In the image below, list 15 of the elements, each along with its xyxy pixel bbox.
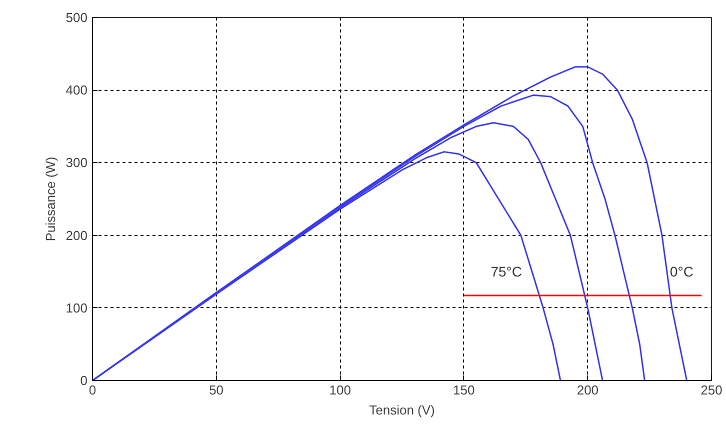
x-tick-label: 200 (576, 382, 599, 398)
y-axis-title: Puissance (W) (42, 156, 58, 242)
y-tick-label: 300 (66, 155, 88, 170)
x-axis-title: Tension (V) (369, 402, 435, 418)
x-tick-label: 100 (329, 382, 351, 398)
x-tick-label: 50 (209, 382, 224, 398)
y-tick-label: 500 (66, 10, 88, 25)
y-tick-label: 400 (66, 82, 88, 98)
y-tick-label: 100 (66, 300, 88, 316)
x-tick-label: 150 (453, 382, 475, 398)
y-tick-label: 0 (80, 373, 88, 388)
y-tick-label: 200 (66, 228, 88, 243)
series-label: 0°C (670, 264, 694, 280)
x-tick-label: 250 (700, 382, 722, 398)
series-label: 75°C (490, 264, 522, 280)
